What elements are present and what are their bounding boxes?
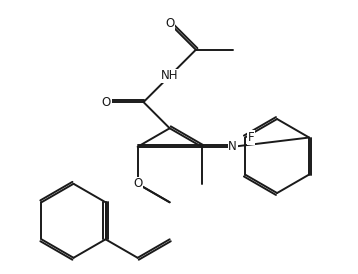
Text: O: O [102, 96, 111, 109]
Text: NH: NH [161, 69, 178, 82]
Text: O: O [165, 17, 174, 30]
Text: O: O [133, 177, 142, 190]
Text: N: N [228, 140, 237, 153]
Text: F: F [248, 131, 255, 144]
